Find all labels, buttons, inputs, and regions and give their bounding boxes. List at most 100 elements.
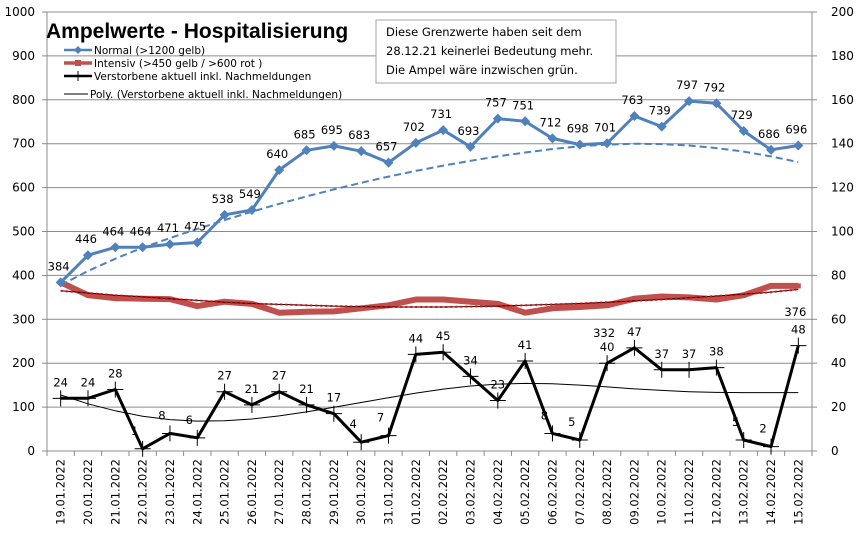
data-label-verstorbene: 38 (709, 345, 724, 359)
data-label-normal: 751 (512, 98, 534, 112)
data-label-normal: 792 (703, 80, 725, 94)
left-tick-label: 100 (12, 400, 35, 414)
data-label-normal: 731 (430, 107, 452, 121)
data-label-verstorbene: 23 (490, 378, 505, 392)
note-line-1: Diese Grenzwerte haben seit dem (386, 25, 582, 39)
right-tick-label: 140 (831, 137, 854, 151)
data-point-intensiv (713, 297, 719, 303)
data-label-verstorbene: 2 (759, 422, 766, 436)
data-point-normal (520, 116, 531, 127)
data-point-normal (793, 140, 804, 151)
x-tick-label: 04.02.2022 (491, 459, 505, 525)
data-point-normal (110, 242, 121, 253)
data-label-verstorbene: 21 (245, 382, 260, 396)
right-axis-ticks: 0 20 40 60 80 100 120 140 160 180 200 (812, 5, 854, 458)
legend-item-verstorbene: Verstorbene aktuell inkl. Nachmeldungen (64, 71, 311, 83)
data-label-normal: 729 (731, 108, 753, 122)
legend-marker-square (75, 60, 81, 66)
x-tick-label: 05.02.2022 (518, 459, 532, 525)
data-label-verstorbene: 48 (791, 323, 806, 337)
right-tick-label: 60 (831, 312, 846, 326)
data-point-verstorbene (107, 381, 124, 398)
data-point-normal (164, 239, 175, 250)
data-point-verstorbene (79, 390, 96, 407)
data-point-verstorbene (353, 434, 370, 451)
data-point-normal (711, 98, 722, 109)
data-point-intensiv (577, 304, 583, 310)
data-point-intensiv (440, 297, 446, 303)
data-point-verstorbene (189, 429, 206, 446)
x-tick-label: 15.02.2022 (791, 459, 805, 525)
data-label-verstorbene: 8 (541, 408, 548, 422)
x-tick-label: 19.01.2022 (54, 459, 68, 525)
data-point-verstorbene (517, 353, 534, 370)
data-point-intensiv (795, 283, 801, 289)
data-label-normal: 384 (48, 259, 70, 273)
data-point-normal (492, 113, 503, 124)
data-label-normal: 464 (130, 224, 152, 238)
x-tick-label: 29.01.2022 (327, 459, 341, 525)
data-point-intensiv (276, 310, 282, 316)
left-tick-label: 800 (12, 93, 35, 107)
legend-item-normal: Normal (>1200 gelb) (64, 45, 205, 57)
left-tick-label: 700 (12, 137, 35, 151)
data-point-verstorbene (735, 432, 752, 449)
x-tick-label: 10.02.2022 (655, 459, 669, 525)
x-tick-label: 07.02.2022 (573, 459, 587, 525)
data-label-normal: 702 (403, 120, 425, 134)
data-label-verstorbene: 45 (436, 329, 451, 343)
data-label-verstorbene: 34 (463, 353, 478, 367)
data-label-normal: 475 (184, 219, 206, 233)
left-tick-label: 1000 (4, 5, 35, 19)
data-label-verstorbene: 1 (131, 424, 138, 438)
data-point-normal (602, 138, 613, 149)
x-tick-label: 08.02.2022 (600, 459, 614, 525)
data-point-normal (766, 144, 777, 155)
series-line-poly-trend (60, 382, 799, 422)
legend-label-verstorbene: Verstorbene aktuell inkl. Nachmeldungen (94, 71, 311, 83)
data-label-normal: 640 (266, 147, 288, 161)
data-point-intensiv (768, 283, 774, 289)
data-point-normal (465, 141, 476, 152)
data-point-intensiv (495, 301, 501, 307)
x-tick-label: 22.01.2022 (136, 459, 150, 525)
legend-label-normal: Normal (>1200 gelb) (94, 45, 205, 57)
data-point-normal (301, 145, 312, 156)
data-point-verstorbene (298, 396, 315, 413)
data-label-normal: 657 (376, 140, 398, 154)
data-point-verstorbene (544, 425, 561, 442)
left-tick-label: 300 (12, 312, 35, 326)
x-tick-label: 11.02.2022 (682, 459, 696, 525)
data-point-intensiv (604, 302, 610, 308)
data-point-normal (629, 111, 640, 122)
right-tick-label: 20 (831, 400, 846, 414)
data-point-verstorbene (407, 346, 424, 363)
data-label-normal: 549 (239, 187, 261, 201)
data-point-verstorbene (489, 392, 506, 409)
data-point-normal (383, 157, 394, 168)
trend-line-normal (60, 142, 799, 286)
data-point-intensiv (386, 302, 392, 308)
data-label-normal: 739 (649, 104, 671, 118)
data-point-verstorbene (52, 390, 69, 407)
data-label-verstorbene: 27 (217, 369, 232, 383)
data-label-verstorbene: 7 (377, 411, 384, 425)
series-line-verstorbene (60, 345, 800, 451)
data-point-intensiv (413, 297, 419, 303)
data-point-intensiv (467, 299, 473, 305)
data-label-verstorbene: 47 (627, 325, 642, 339)
left-tick-label: 900 (12, 49, 35, 63)
data-label-verstorbene: 28 (108, 367, 123, 381)
x-tick-label: 21.01.2022 (108, 459, 122, 525)
data-point-intensiv (741, 292, 747, 298)
x-tick-label: 27.01.2022 (272, 459, 286, 525)
data-point-verstorbene (380, 427, 397, 444)
legend-label-poly: Poly. (Verstorbene aktuell inkl. Nachmel… (90, 89, 342, 101)
data-label-normal: 757 (485, 96, 507, 110)
data-point-normal (274, 165, 285, 176)
data-point-intensiv (194, 303, 200, 309)
data-label-verstorbene: 6 (186, 413, 193, 427)
data-label-verstorbene: 24 (81, 375, 96, 389)
series-layer (52, 96, 807, 457)
